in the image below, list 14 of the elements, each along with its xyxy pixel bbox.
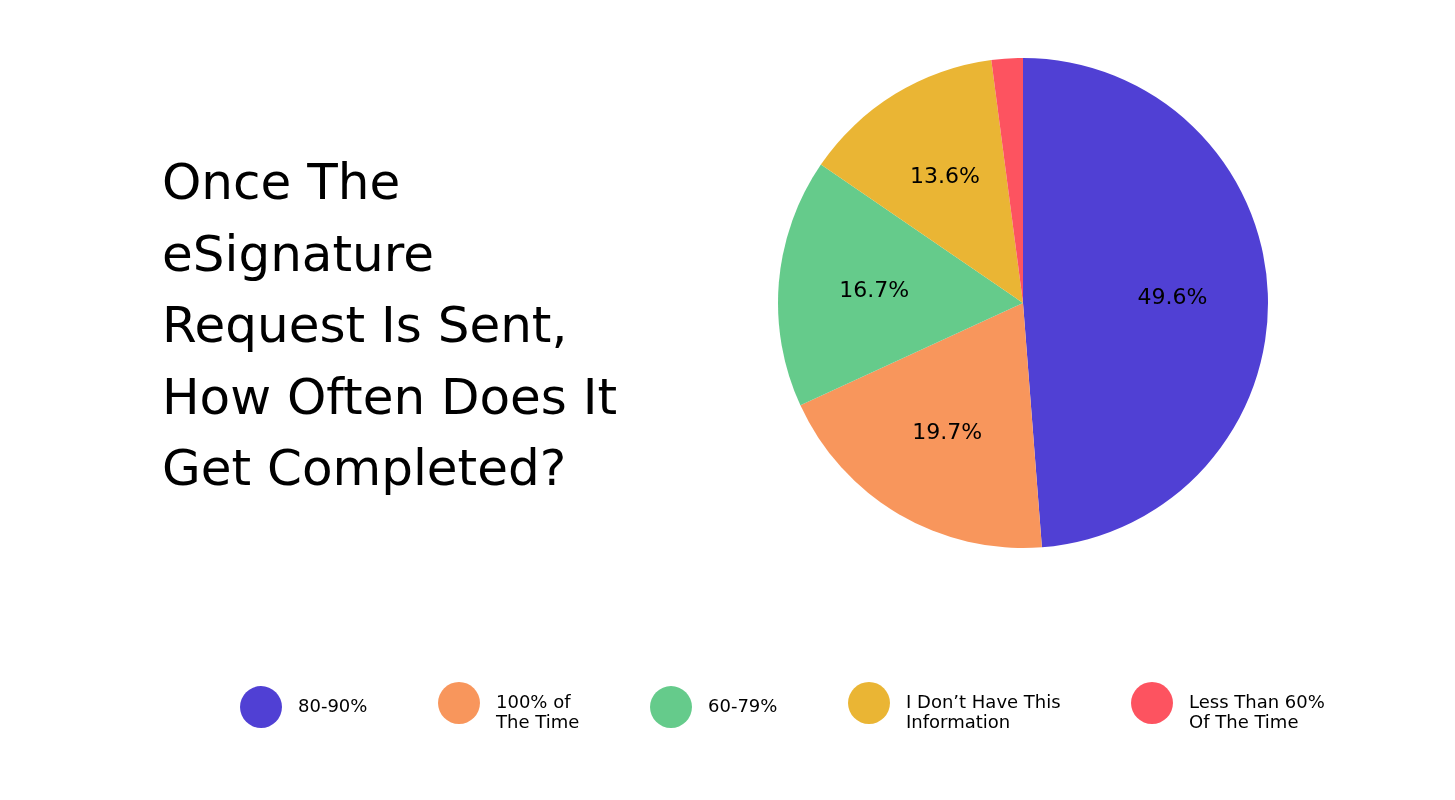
legend-label: 60-79%	[708, 695, 778, 717]
data-label: 19.7%	[912, 418, 983, 444]
pie-slice	[778, 164, 1023, 406]
data-label: 16.7%	[839, 277, 910, 303]
legend-label: 80-90%	[298, 695, 368, 717]
data-label: 13.6%	[909, 162, 980, 188]
data-label: 49.6%	[1137, 284, 1208, 310]
pie-slice	[1023, 58, 1268, 548]
legend-label: Less Than 60% Of The Time	[1189, 691, 1325, 732]
pie-slice	[820, 60, 1023, 303]
pie-slice	[800, 303, 1042, 548]
legend-label: 100% of The Time	[495, 691, 580, 732]
legend-label: I Don’t Have This Information	[906, 691, 1061, 732]
text: Once The eSignature Request Is Sent, How Often Does It Get Completed?	[162, 153, 618, 497]
